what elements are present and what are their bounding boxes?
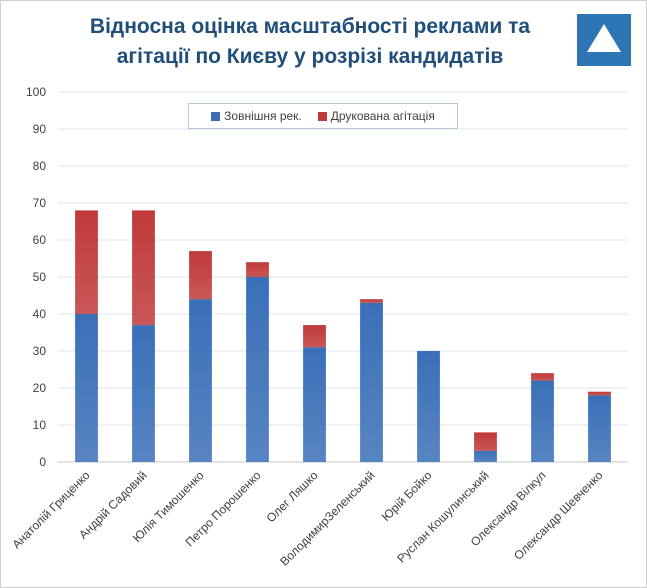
triangle-shape: [587, 24, 621, 52]
y-tick-label: 60: [33, 233, 47, 247]
legend-swatch-outdoor: [211, 111, 221, 121]
bar-outdoor: [75, 314, 98, 462]
bar-print: [588, 391, 611, 396]
bar-outdoor: [303, 347, 326, 462]
bar-outdoor: [588, 395, 611, 462]
y-tick-label: 80: [33, 159, 47, 173]
bar-print: [360, 299, 383, 303]
x-tick-label: Олег Ляшко: [264, 468, 321, 525]
y-tick-label: 0: [39, 455, 46, 469]
bar-print: [189, 251, 212, 300]
bar-print: [303, 325, 326, 348]
bar-outdoor: [474, 450, 497, 462]
y-tick-label: 40: [33, 307, 47, 321]
y-tick-label: 20: [33, 381, 47, 395]
bar-print: [132, 210, 155, 326]
y-tick-label: 90: [33, 122, 47, 136]
x-tick-label: ВолодимирЗеленський: [277, 468, 377, 568]
bar-outdoor: [417, 351, 440, 462]
chart-title: Відносна оцінка масштабності реклами та …: [60, 12, 560, 72]
y-tick-label: 30: [33, 344, 47, 358]
triangle-logo-icon: [577, 14, 631, 66]
chart-title-line-2: агітації по Києву у розрізі кандидатів: [116, 45, 504, 68]
bar-print: [75, 210, 98, 314]
chart-title-line-1: Відносна оцінка масштабності реклами та: [89, 15, 531, 38]
legend-label-print: Друкована агітація: [330, 109, 435, 123]
bar-print: [246, 262, 269, 277]
y-axis-tick-labels: 0 10 20 30 40 50 60 70 80 90 100: [26, 85, 46, 469]
legend-swatch-print: [317, 111, 327, 121]
bar-outdoor: [189, 299, 212, 462]
x-tick-label: Юрій Бойко: [379, 468, 435, 524]
bar-outdoor: [246, 277, 269, 462]
bar-outdoor: [531, 380, 554, 462]
y-tick-label: 70: [33, 196, 47, 210]
bar-print: [531, 373, 554, 381]
legend-label-outdoor: Зовнішня рек.: [224, 109, 302, 123]
chart-legend: Зовнішня рек. Друкована агітація: [188, 103, 458, 129]
y-tick-label: 50: [33, 270, 47, 284]
x-tick-label: Анатолій Гриценко: [9, 468, 93, 552]
y-tick-label: 100: [26, 85, 46, 99]
bar-outdoor: [360, 302, 383, 462]
bar-outdoor: [132, 325, 155, 462]
bar-print: [474, 432, 497, 451]
bars: [75, 210, 611, 462]
y-tick-label: 10: [33, 418, 47, 432]
legend-item-outdoor: Зовнішня рек.: [211, 109, 302, 123]
legend-item-print: Друкована агітація: [317, 109, 435, 123]
